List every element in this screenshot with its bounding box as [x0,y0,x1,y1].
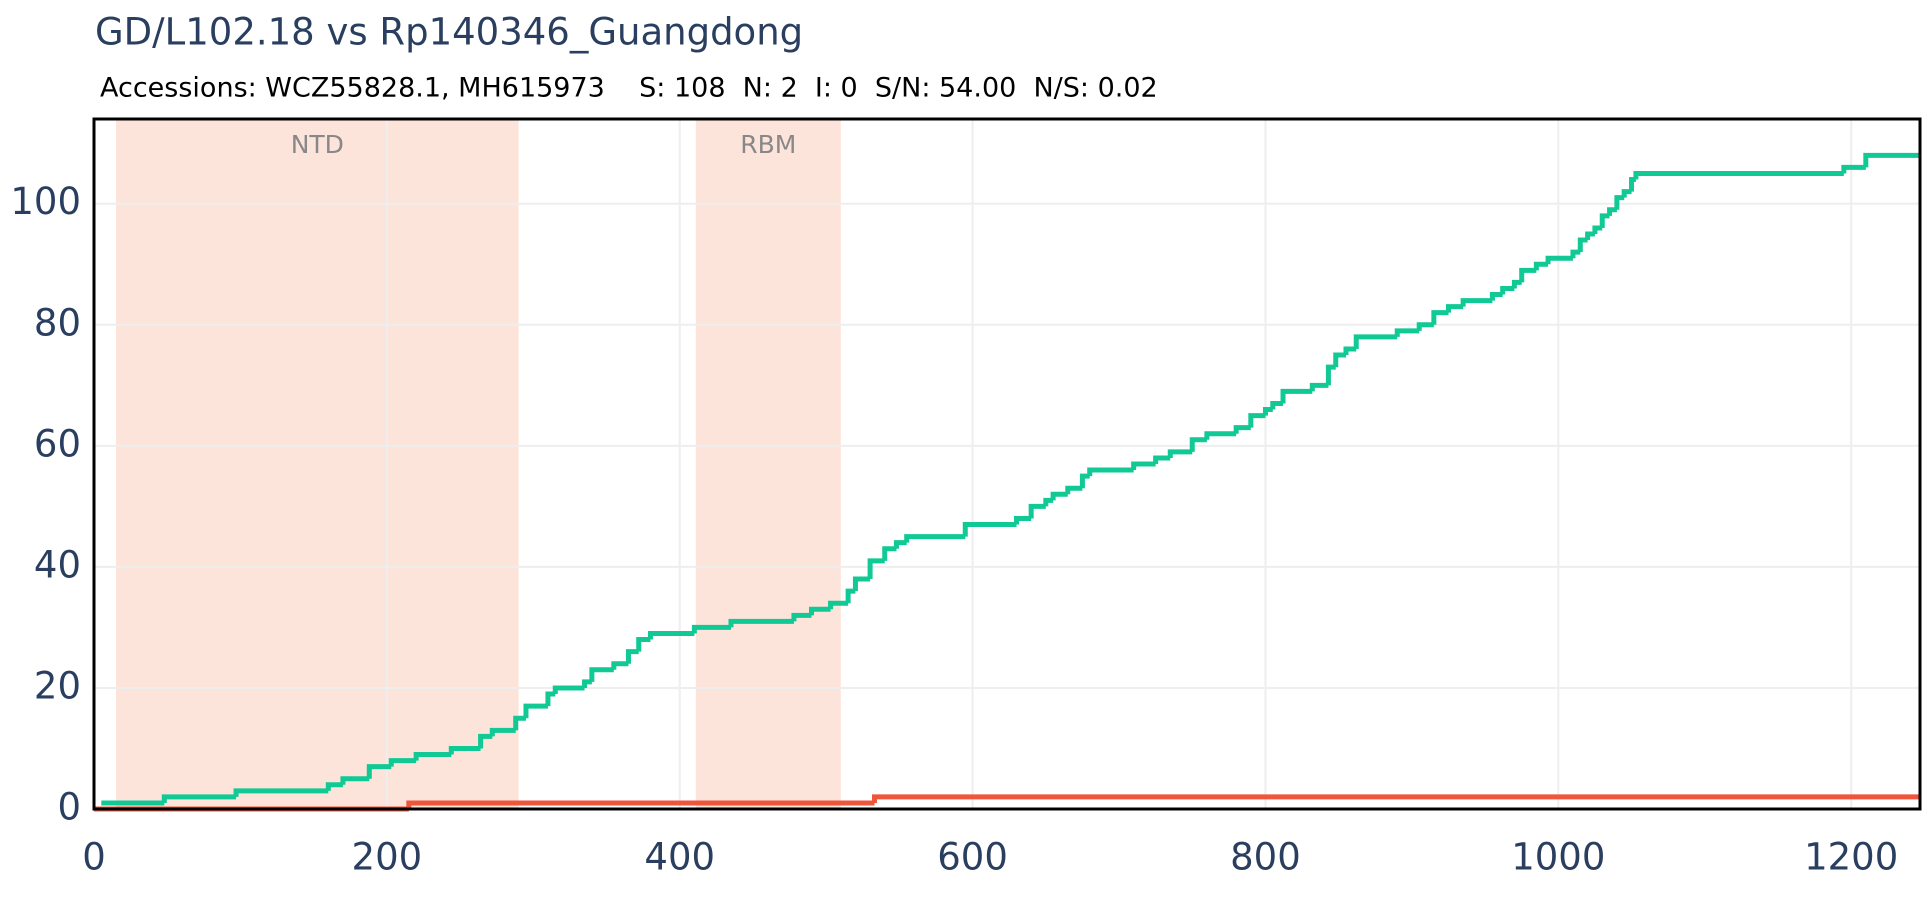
line-step [1050,491,1068,501]
line-step [413,752,452,761]
line-step [1028,503,1046,519]
line-step [340,776,370,785]
line-step [1353,334,1398,349]
x-tick-label: 1200 [1804,836,1898,879]
line-step [882,546,897,561]
line-step [1519,267,1537,283]
line-step [1233,425,1251,434]
y-tick-label: 20 [34,664,81,707]
line-step [161,794,237,803]
line-step [1394,328,1420,337]
chart-title: GD/L102.18 vs Rp140346_Guangdong [95,11,803,54]
line-step [1270,400,1284,410]
line-step [1585,231,1595,241]
line-step [513,715,526,731]
line-step [448,745,481,755]
line-step [1460,298,1493,307]
line-step [478,733,493,749]
y-tick-label: 40 [34,543,81,586]
line-step [611,661,629,670]
line-step [1204,431,1237,440]
line-step [1043,497,1054,507]
line-step [523,703,548,719]
line-step [791,612,812,622]
line-step [1629,177,1636,192]
line-step [1533,261,1549,271]
line-step [545,691,556,707]
plot-border [92,117,1922,811]
y-tick-label: 80 [34,301,81,344]
line-step [552,685,585,694]
region [115,119,519,809]
line-step [809,606,831,616]
line-step [871,794,1920,803]
line-step [1333,352,1346,368]
y-tick-label: 100 [10,180,81,223]
line-step [1545,255,1573,265]
line-step [582,679,592,688]
x-tick-label: 400 [644,836,715,879]
line-step [1621,189,1632,198]
line-step [1841,164,1866,174]
line-step [1189,437,1207,452]
line-step [1343,346,1357,356]
line-step [1079,473,1090,489]
line-step [828,600,849,610]
line-step [489,727,516,737]
line-step [647,630,695,640]
line-step [867,558,885,579]
line-step [1153,455,1171,464]
line-step [388,758,417,767]
line-step [1416,322,1434,331]
line-step [366,764,392,779]
line-step [1607,207,1617,216]
line-step [691,624,731,634]
y-tick-label: 60 [34,422,81,465]
line-step [1087,467,1134,477]
line-step [1633,170,1844,180]
line-step [1325,364,1336,386]
line-step [962,522,1017,537]
line-step [406,800,875,809]
region-label: NTD [291,130,344,159]
line-step [233,788,329,797]
x-tick-label: 0 [82,836,106,879]
line-step [1309,382,1329,392]
line-step [728,618,794,628]
chart-subtitle: Accessions: WCZ55828.1, MH615973 S: 108 … [100,73,1158,104]
region [695,119,841,809]
x-tick-label: 1000 [1511,836,1605,879]
line-step [636,637,651,652]
line-step [845,588,856,604]
line-step [1511,279,1522,289]
line-step [1248,413,1266,428]
line-step [1131,461,1156,471]
line-step [1592,225,1603,234]
line-step [1445,304,1464,313]
line-step [852,576,871,592]
line-step [1167,449,1193,458]
line-step [1577,237,1588,253]
line-step [1014,515,1032,525]
line-step [1489,292,1503,301]
x-tick-label: 600 [937,836,1008,879]
line-step [893,540,907,549]
line-step [1262,407,1273,416]
line-step [625,649,639,664]
line-step [1500,285,1515,295]
line-step [325,782,343,791]
line-step [904,534,966,543]
line-step [1431,310,1449,325]
line-step [1863,152,1920,168]
y-tick-label: 0 [57,786,81,829]
line-step [1280,388,1313,404]
line-step [1570,249,1581,259]
x-tick-label: 800 [1230,836,1301,879]
region-label: RBM [740,130,796,159]
x-tick-label: 200 [352,836,423,879]
line-step [1599,213,1610,228]
line-step [1065,485,1083,495]
line-step [589,667,614,682]
